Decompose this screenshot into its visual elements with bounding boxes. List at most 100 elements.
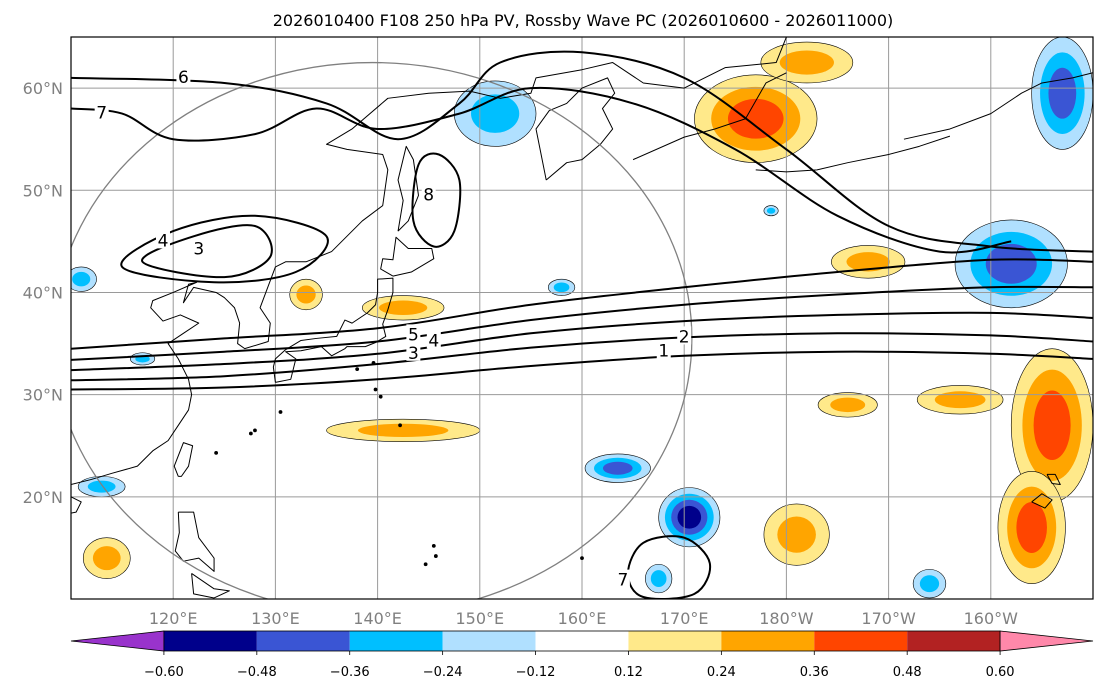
latitude-tick-label: 20°N <box>23 488 63 507</box>
pv-anomaly-blob <box>779 50 834 75</box>
contour-label: 7 <box>96 104 107 124</box>
pv-contour-line <box>71 285 1093 361</box>
island <box>431 543 436 548</box>
contour-label: 5 <box>408 325 419 345</box>
pv-anomaly-blob <box>1048 67 1077 119</box>
latitude-tick-label: 50°N <box>23 181 63 200</box>
longitude-tick-label: 160°W <box>964 609 1019 628</box>
pv-anomaly-blob <box>846 252 890 272</box>
island <box>253 428 257 433</box>
island <box>580 556 584 561</box>
pv-anomaly-blob <box>553 282 570 293</box>
contour-label-mask <box>615 569 630 588</box>
gridlines <box>71 37 1093 599</box>
coastline-segment <box>380 236 435 277</box>
pv-anomaly-blob <box>296 285 316 304</box>
colorbar-segment <box>907 631 1001 651</box>
island <box>398 423 402 428</box>
pv-contour-line <box>71 258 1093 350</box>
longitude-tick-label: 120°E <box>149 609 198 628</box>
colorbar-tick-label: 0.36 <box>800 665 829 680</box>
colorbar-segment <box>535 631 629 651</box>
coastline-segment <box>173 442 194 477</box>
colorbar-segment <box>163 631 257 651</box>
pv-contour-line <box>71 332 1093 382</box>
colorbar-under-arrow <box>70 630 165 652</box>
island <box>278 410 283 414</box>
figure-title: 2026010400 F108 250 hPa PV, Rossby Wave … <box>273 11 894 30</box>
pv-anomaly-blob <box>72 271 91 287</box>
latitude-tick-label: 30°N <box>23 386 63 405</box>
pv-anomaly-blob <box>471 94 520 133</box>
contour-label: 8 <box>423 185 434 205</box>
latitude-axis: 60°N 50°N 40°N 30°N 20°N <box>23 79 63 507</box>
island <box>378 394 383 399</box>
coastline-segment <box>191 573 230 599</box>
pv-anomaly-blob <box>92 546 121 571</box>
map-frame <box>70 36 1094 600</box>
contour-label-mask <box>656 340 671 359</box>
colorbar-segment <box>814 631 908 651</box>
pv-anomaly-blob <box>766 207 776 214</box>
colorbar-tick-label: −0.48 <box>237 665 277 680</box>
colorbar-tick-label: −0.36 <box>330 665 370 680</box>
colorbar-segment <box>349 631 443 651</box>
longitude-tick-label: 160°E <box>558 609 607 628</box>
pv-anomaly-blob <box>1016 501 1047 553</box>
pv-anomaly-blob <box>357 423 449 438</box>
contour-label-mask <box>191 238 206 257</box>
coastline-segment <box>1031 493 1053 509</box>
pv-anomaly-blob <box>830 397 866 413</box>
coastline-segment <box>71 496 82 514</box>
contour-label-mask <box>155 230 170 249</box>
colorbar-tick-label: 0.48 <box>893 665 922 680</box>
pv-anomaly-blob <box>919 575 940 593</box>
coastlines <box>71 37 1093 599</box>
colorbar-tick-label: −0.24 <box>423 665 463 680</box>
latitude-tick-label: 60°N <box>23 79 63 98</box>
coastline-segment <box>632 72 787 161</box>
pv-contour-line <box>71 311 1093 372</box>
contour-label: 3 <box>193 240 204 260</box>
contour-label-mask <box>426 330 441 349</box>
contour-label: 6 <box>178 68 189 88</box>
longitude-tick-label: 130°E <box>251 609 300 628</box>
coastline-segment <box>755 135 951 173</box>
colorbar-segment <box>628 631 722 651</box>
coastline-segment <box>272 277 394 383</box>
colorbar-tick-label: −0.60 <box>144 665 184 680</box>
coastline-segment <box>1046 473 1061 486</box>
contour-label: 3 <box>408 344 419 364</box>
contour-label: 1 <box>658 342 669 362</box>
pv-contour-line <box>71 86 1012 254</box>
pv-anomaly-layer <box>71 37 1093 599</box>
longitude-axis: 120°E 130°E 140°E 150°E 160°E 170°E 180°W 170°W… <box>149 609 1018 628</box>
pv-anomaly-blob <box>985 243 1037 284</box>
island <box>214 450 219 455</box>
coastline-segment <box>397 145 419 232</box>
longitude-tick-label: 140°E <box>353 609 402 628</box>
contour-label-mask <box>406 342 421 361</box>
island <box>373 387 378 392</box>
island <box>423 562 428 567</box>
pv-contour-line <box>141 224 273 279</box>
colorbar-frame <box>163 630 1001 652</box>
domain-circle-outline <box>71 61 693 599</box>
pv-anomaly-blob <box>379 300 428 316</box>
contour-label: 4 <box>428 332 439 352</box>
pv-contour-line <box>71 50 1093 253</box>
contour-label-mask <box>406 324 421 343</box>
colorbar-tick-label: −0.12 <box>516 665 556 680</box>
pv-anomaly-blob <box>87 480 116 493</box>
contour-label: 4 <box>158 231 169 251</box>
contour-label-mask <box>421 184 436 203</box>
pv-anomaly-blob <box>777 516 816 553</box>
domain-circle <box>71 61 693 599</box>
colorbar-tick-label: 0.60 <box>986 665 1015 680</box>
pv-contour-line <box>120 214 329 284</box>
island <box>248 431 253 436</box>
island <box>433 554 438 558</box>
colorbar-segment <box>442 631 536 651</box>
contour-label: 2 <box>679 327 690 347</box>
